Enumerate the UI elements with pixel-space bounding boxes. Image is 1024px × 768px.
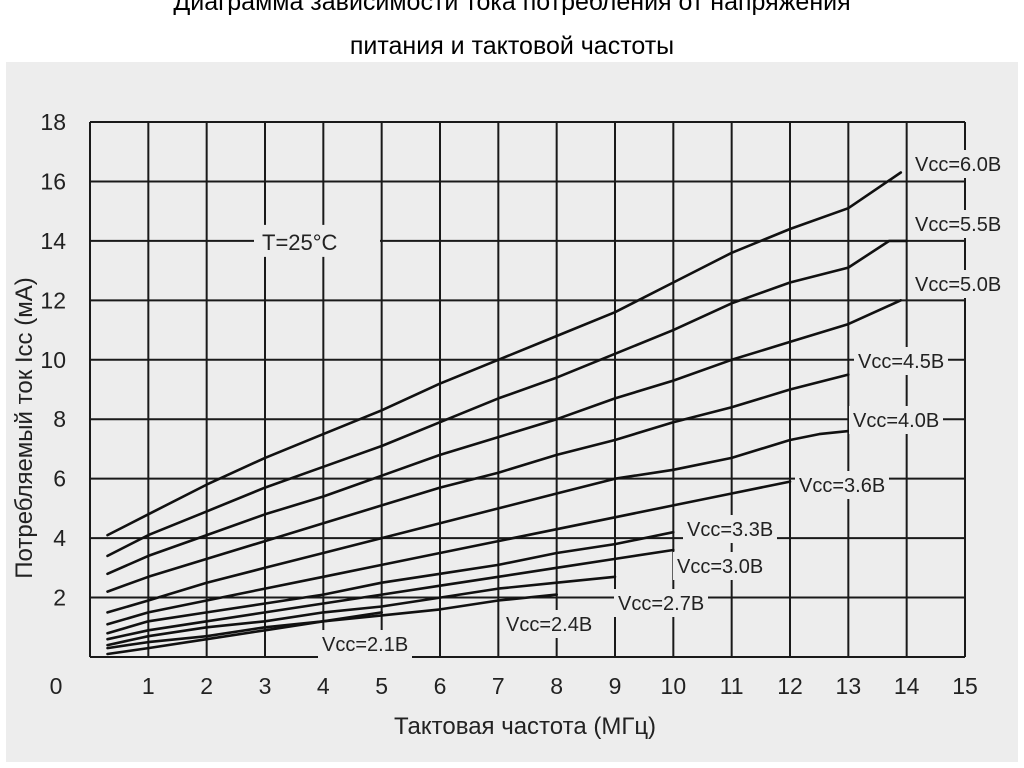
series-label: Vcc=3.0В: [677, 556, 763, 578]
x-tick-label: 13: [836, 673, 862, 699]
series-label-bg: [911, 150, 1005, 178]
series-label-bg: [318, 630, 412, 658]
series-label-bg: [849, 406, 943, 434]
series-line: [106, 530, 675, 635]
y-axis-title: Потребляемый ток Icc (мА): [11, 277, 38, 578]
series-line: [106, 299, 903, 576]
series-label-bg: [614, 589, 708, 617]
series-label: Vcc=2.1В: [322, 634, 408, 656]
y-tick-label: 4: [53, 525, 66, 551]
series-line: [106, 239, 908, 558]
x-tick-label: 11: [720, 673, 744, 699]
series-label: Vcc=2.4В: [506, 614, 592, 636]
series-label: Vcc=3.6В: [799, 475, 885, 497]
y-tick-label: 18: [40, 109, 66, 135]
y-tick-label: 10: [40, 347, 66, 373]
annotation-bg: [254, 224, 380, 257]
x-tick-label: 10: [661, 673, 687, 699]
x-tick-label: 8: [550, 673, 563, 699]
series-line: [106, 480, 792, 626]
series-label-bg: [673, 552, 767, 580]
series-label: Vcc=3.3В: [687, 519, 773, 541]
x-tick-label: 9: [609, 673, 622, 699]
temperature-annotation: T=25°C: [262, 230, 338, 255]
chart-frame: 0 1 2 3 4 5 6 7 8 9 10 11 12 13 14 15 2 4 6 8 10 12 14 16 18 Vcc…: [6, 62, 1018, 762]
series-line: [106, 548, 675, 641]
y-tick-label: 16: [40, 168, 66, 194]
series-line: [106, 171, 903, 537]
series-label-bg: [911, 270, 1005, 298]
y-tick-label: 14: [40, 228, 66, 254]
series-label: Vcc=2.7В: [618, 593, 704, 615]
series-label: Vcc=5.5В: [915, 214, 1001, 236]
x-tick-label: 3: [259, 673, 272, 699]
x-tick-label: 2: [200, 673, 213, 699]
x-tick-label: 4: [317, 673, 330, 699]
x-tick-label: 12: [777, 673, 803, 699]
series-line: [106, 575, 617, 647]
series-line: [106, 611, 383, 656]
x-tick-label: 7: [492, 673, 505, 699]
series-label: Vcc=4.0В: [853, 410, 939, 432]
annotations: T=25°C: [254, 224, 380, 257]
x-tick-label: 1: [142, 673, 155, 699]
page-title-line-1: Диаграмма зависимости тока потребления о…: [173, 0, 851, 16]
series-label-bg: [683, 515, 777, 543]
series-label-bg: [502, 610, 596, 638]
y-tick-label: 6: [53, 466, 66, 492]
x-axis-title: Тактовая частота (МГц): [394, 713, 656, 740]
series-line: [106, 429, 850, 614]
series-label: Vcc=6.0В: [915, 154, 1001, 176]
series-lines: [106, 171, 908, 656]
y-tick-label: 12: [40, 287, 66, 313]
x-tick-label: 6: [434, 673, 447, 699]
x-tick-label: 15: [952, 673, 978, 699]
series-line: [106, 373, 850, 593]
series-labels: Vcc=6.0В Vcc=5.5В Vcc=5.0В Vcc=4.5В Vcc=4.0В…: [318, 150, 1005, 658]
series-label: Vcc=5.0В: [915, 274, 1001, 296]
series-label-bg: [911, 210, 1005, 238]
y-tick-label: 8: [53, 406, 66, 432]
page-title-line-2: питания и тактовой частоты: [349, 32, 675, 60]
x-tick-label: 5: [375, 673, 388, 699]
series-label: Vcc=4.5В: [858, 351, 944, 373]
page-title: Диаграмма зависимости тока потребления о…: [0, 0, 1024, 62]
series-label-bg: [795, 471, 889, 499]
x-tick-label: 14: [894, 673, 920, 699]
x-tick-label: 0: [50, 673, 63, 699]
y-tick-label: 2: [53, 585, 66, 611]
series-label-bg: [854, 347, 948, 375]
grid: [89, 121, 966, 658]
